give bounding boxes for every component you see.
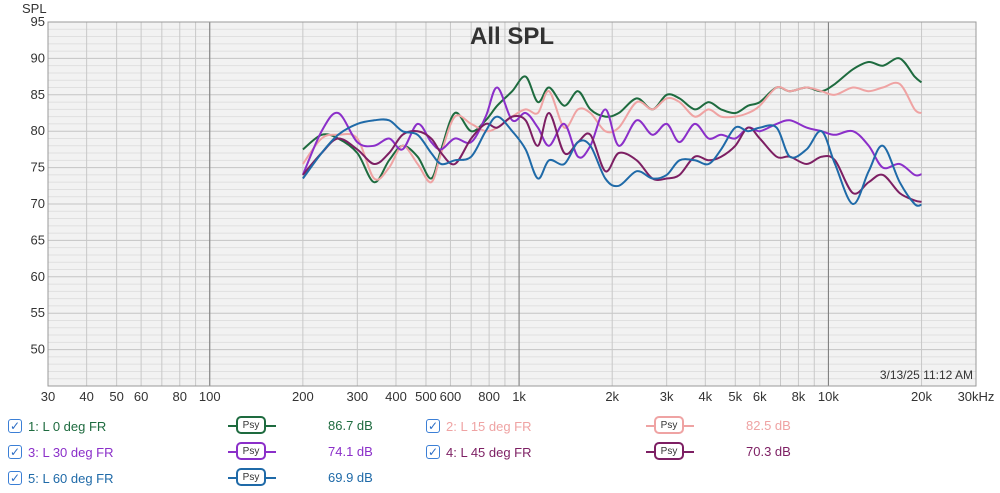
legend-item-2[interactable]: ✓ 2: L 15 deg FR: [426, 413, 532, 439]
x-tick-label: 800: [478, 389, 500, 404]
legend-value: 69.9 dB: [328, 470, 373, 485]
x-tick-label: 30: [41, 389, 55, 404]
x-tick-label: 8k: [792, 389, 806, 404]
series-line-5: [302, 115, 922, 207]
legend-value: 74.1 dB: [328, 444, 373, 459]
legend-item-3[interactable]: ✓ 3: L 30 deg FR: [8, 439, 114, 465]
legend-value: 82.5 dB: [746, 418, 791, 433]
psy-label: Psy: [236, 442, 266, 460]
legend-label: 1: L 0 deg FR: [28, 418, 107, 434]
x-tick-label: 1k: [512, 389, 526, 404]
x-tick-label: 6k: [753, 389, 767, 404]
legend-item-4[interactable]: ✓ 4: L 45 deg FR: [426, 439, 532, 465]
psy-smoothing-button[interactable]: Psy: [228, 416, 276, 436]
legend-label: 2: L 15 deg FR: [446, 418, 532, 434]
y-tick-label: 50: [31, 342, 45, 357]
legend-value: 86.7 dB: [328, 418, 373, 433]
y-axis-label: SPL: [22, 1, 47, 16]
series-line-2: [302, 81, 922, 184]
x-tick-label: 4k: [698, 389, 712, 404]
x-tick-label: 3k: [660, 389, 674, 404]
legend-label: 3: L 30 deg FR: [28, 444, 114, 460]
y-tick-label: 60: [31, 269, 45, 284]
y-tick-label: 95: [31, 14, 45, 29]
y-tick-label: 90: [31, 50, 45, 65]
y-tick-label: 80: [31, 123, 45, 138]
checkbox-icon[interactable]: ✓: [426, 445, 440, 459]
x-tick-label: 200: [292, 389, 314, 404]
y-axis: 50 55 60 65 70 75 80 85 90 95: [31, 14, 45, 357]
psy-label: Psy: [654, 416, 684, 434]
y-tick-label: 55: [31, 305, 45, 320]
checkbox-icon[interactable]: ✓: [426, 419, 440, 433]
y-tick-label: 85: [31, 87, 45, 102]
psy-smoothing-button[interactable]: Psy: [228, 468, 276, 488]
x-tick-label: 600: [440, 389, 462, 404]
x-tick-label: 50: [109, 389, 123, 404]
legend: ✓ 1: L 0 deg FR Psy 86.7 dB ✓ 2: L 15 deg FR P…: [0, 410, 1000, 493]
chart-title: All SPL: [470, 23, 554, 50]
series-line-4: [302, 111, 922, 203]
x-axis: 30 40 50 60 80 100 200 300 400 500 600 800 1k 2k 3k 4k 5…: [41, 389, 995, 404]
spl-chart: 50 55 60 65 70 75 80 85 90 95 30 40 50 60 80 100 200 300…: [22, 1, 995, 404]
x-tick-label: 500: [415, 389, 437, 404]
x-tick-label: 40: [79, 389, 93, 404]
y-tick-label: 65: [31, 232, 45, 247]
series-layer: [301, 57, 923, 207]
x-tick-label: 20k: [911, 389, 932, 404]
x-tick-label: 10k: [818, 389, 839, 404]
legend-label: 5: L 60 deg FR: [28, 470, 114, 486]
x-tick-label: 60: [134, 389, 148, 404]
x-tick-label: 2k: [605, 389, 619, 404]
psy-smoothing-button[interactable]: Psy: [646, 416, 694, 436]
timestamp: 3/13/25 11:12 AM: [880, 368, 973, 382]
checkbox-icon[interactable]: ✓: [8, 445, 22, 459]
x-tick-label: 30kHz: [958, 389, 995, 404]
psy-label: Psy: [654, 442, 684, 460]
x-tick-label: 100: [199, 389, 221, 404]
legend-item-5[interactable]: ✓ 5: L 60 deg FR: [8, 465, 114, 491]
legend-item-1[interactable]: ✓ 1: L 0 deg FR: [8, 413, 106, 439]
x-tick-label: 300: [346, 389, 368, 404]
legend-value: 70.3 dB: [746, 444, 791, 459]
x-tick-label: 80: [173, 389, 187, 404]
psy-smoothing-button[interactable]: Psy: [228, 442, 276, 462]
legend-label: 4: L 45 deg FR: [446, 444, 532, 460]
psy-smoothing-button[interactable]: Psy: [646, 442, 694, 462]
y-tick-label: 75: [31, 160, 45, 175]
psy-label: Psy: [236, 468, 266, 486]
checkbox-icon[interactable]: ✓: [8, 419, 22, 433]
x-tick-label: 5k: [728, 389, 742, 404]
y-tick-label: 70: [31, 196, 45, 211]
checkbox-icon[interactable]: ✓: [8, 471, 22, 485]
psy-label: Psy: [236, 416, 266, 434]
x-tick-label: 400: [385, 389, 407, 404]
plot-frame: [47, 21, 977, 387]
